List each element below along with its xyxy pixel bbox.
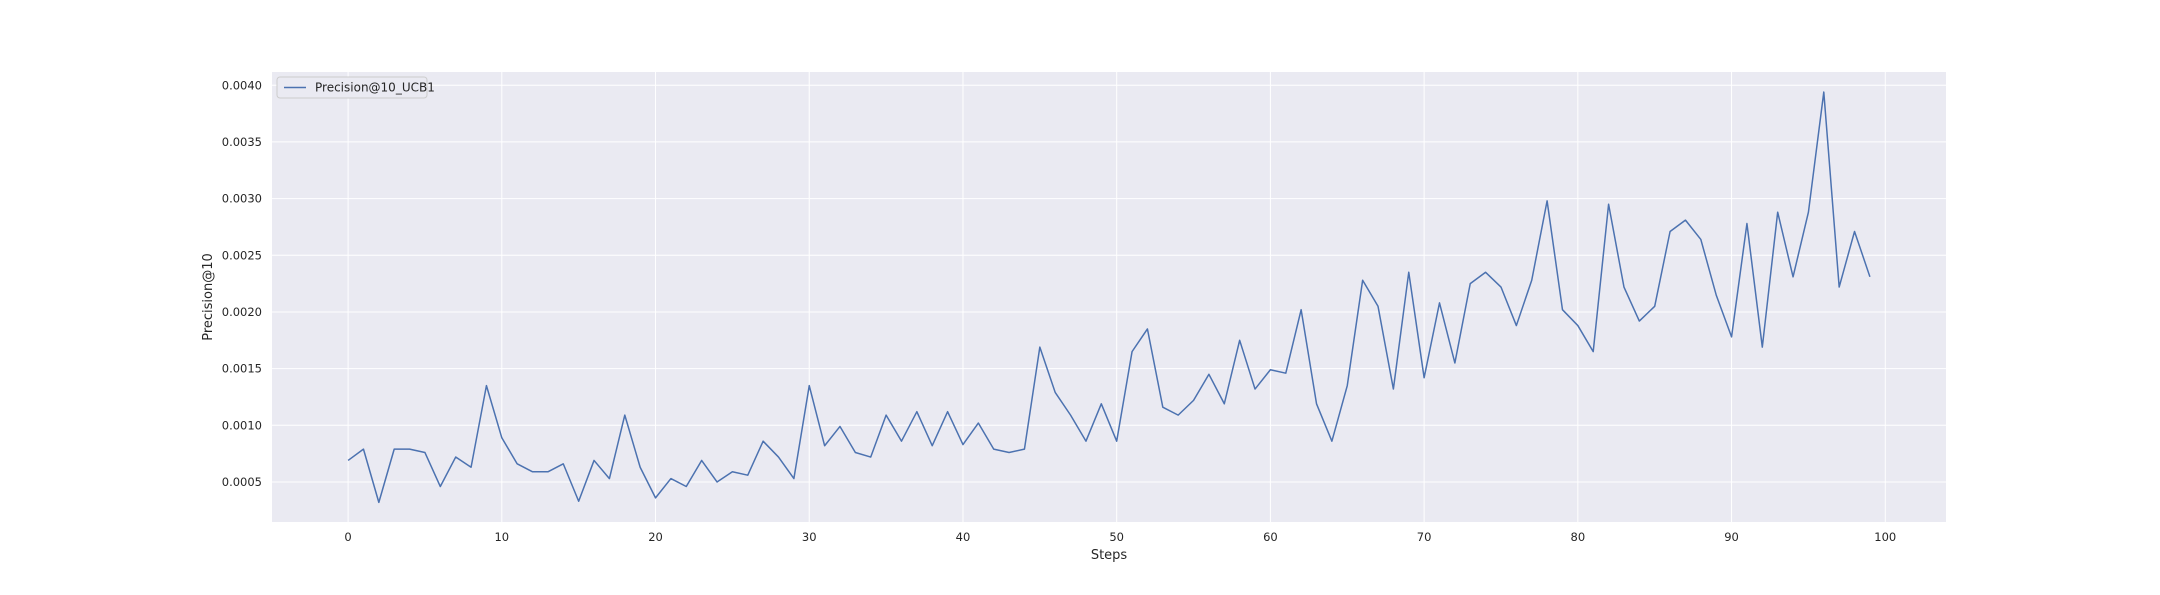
y-tick-label: 0.0040 [222, 78, 262, 92]
x-tick-label: 90 [1724, 530, 1739, 544]
x-tick-label: 50 [1109, 530, 1124, 544]
y-tick-label: 0.0030 [222, 192, 262, 206]
x-tick-label: 60 [1263, 530, 1278, 544]
legend-box [276, 76, 428, 99]
legend: Precision@10_UCB1 [276, 76, 435, 99]
x-tick-label: 0 [344, 530, 351, 544]
x-tick-label: 100 [1874, 530, 1896, 544]
legend-label: Precision@10_UCB1 [315, 81, 435, 95]
x-tick-label: 30 [802, 530, 817, 544]
y-tick-label: 0.0020 [222, 305, 262, 319]
plot-area [272, 72, 1946, 522]
x-axis-label: Steps [1091, 548, 1128, 563]
y-tick-label: 0.0010 [222, 418, 262, 432]
x-tick-label: 40 [956, 530, 971, 544]
x-tick-label: 10 [494, 530, 509, 544]
x-tick-label: 20 [648, 530, 663, 544]
y-tick-label: 0.0025 [222, 248, 262, 262]
grid-lines [272, 72, 1946, 522]
x-axis-ticks: 0 10 20 30 40 50 60 70 80 90 100 [344, 530, 1896, 544]
x-tick-label: 80 [1571, 530, 1586, 544]
series-layer [347, 91, 1871, 504]
y-axis-ticks: 0.0005 0.0010 0.0015 0.0020 0.0025 0.0030 0.00… [222, 78, 262, 489]
x-tick-label: 70 [1417, 530, 1432, 544]
y-axis-label: Precision@10 [201, 253, 216, 341]
y-tick-label: 0.0015 [222, 362, 262, 376]
series-line [347, 91, 1871, 504]
y-tick-label: 0.0005 [222, 475, 262, 489]
y-tick-label: 0.0035 [222, 135, 262, 149]
